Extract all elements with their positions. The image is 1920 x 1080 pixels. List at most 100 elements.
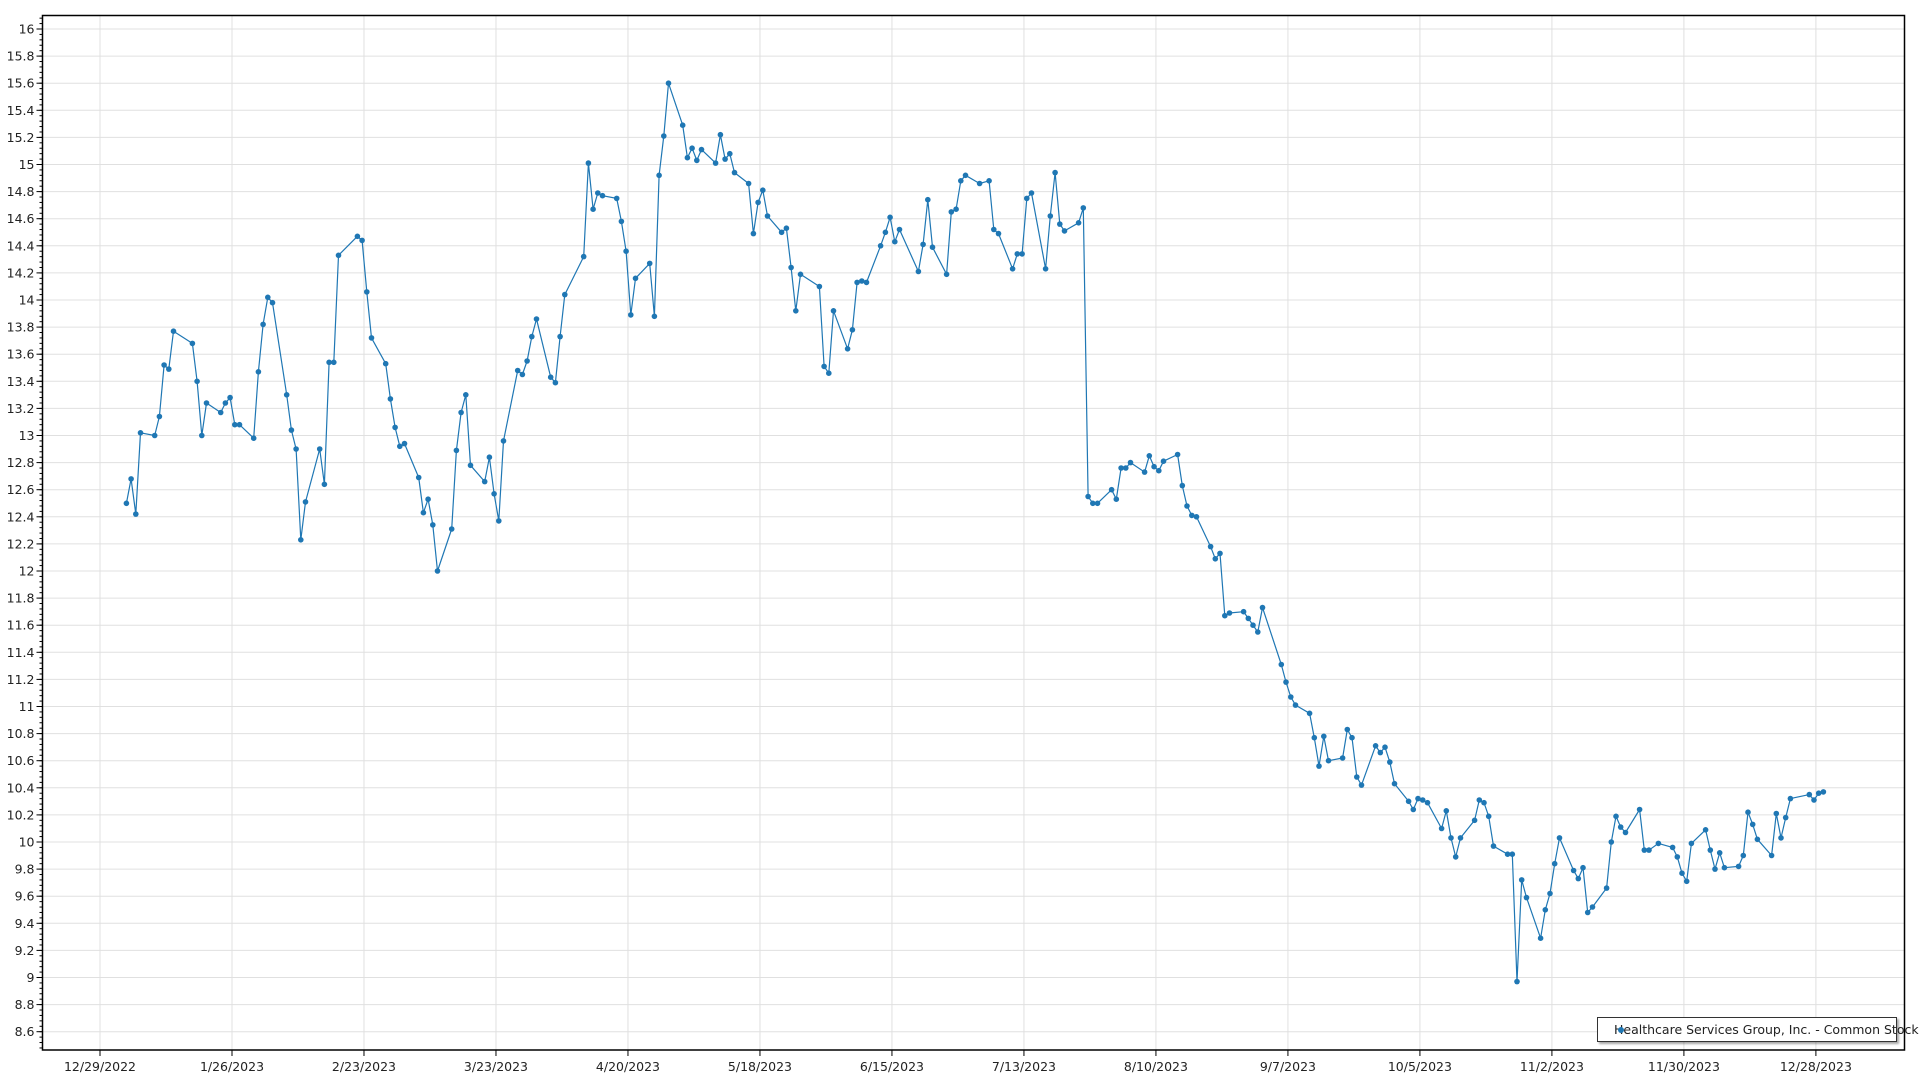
- data-point: [632, 275, 639, 282]
- y-tick-label: 12.4: [7, 509, 35, 524]
- data-point: [1547, 890, 1553, 897]
- data-point: [430, 522, 436, 528]
- data-point: [1240, 608, 1247, 615]
- data-point: [1683, 878, 1690, 885]
- data-point: [1108, 486, 1115, 493]
- y-tick-label: 11.2: [7, 672, 35, 687]
- y-tick-label: 8.8: [15, 997, 35, 1012]
- y-tick-label: 12: [19, 564, 35, 579]
- data-point: [1321, 733, 1327, 740]
- data-point: [1028, 190, 1035, 196]
- data-point: [797, 271, 804, 278]
- data-point: [392, 424, 398, 431]
- data-point: [1311, 734, 1318, 741]
- data-point: [1556, 835, 1563, 841]
- data-point: [128, 476, 134, 482]
- data-point: [1457, 835, 1464, 841]
- x-tick-label: 2/23/2023: [332, 1059, 396, 1074]
- data-point: [1570, 867, 1577, 874]
- data-point: [1207, 543, 1214, 550]
- data-point: [161, 362, 167, 368]
- data-point: [1811, 797, 1817, 803]
- y-tick-label: 13: [19, 428, 35, 443]
- x-tick-label: 12/29/2022: [64, 1059, 136, 1074]
- data-point: [821, 363, 827, 370]
- data-point: [1160, 458, 1167, 465]
- data-point: [1702, 827, 1709, 833]
- data-point: [651, 313, 658, 320]
- data-point: [458, 409, 464, 416]
- data-point: [1349, 734, 1355, 741]
- data-point: [915, 268, 922, 275]
- data-point: [500, 438, 507, 444]
- data-point: [1584, 909, 1591, 916]
- data-point: [1481, 799, 1487, 806]
- data-point: [420, 509, 427, 516]
- data-point: [1669, 844, 1676, 851]
- data-point: [731, 169, 738, 176]
- data-point: [694, 157, 700, 164]
- y-tick-label: 10.2: [7, 807, 35, 822]
- data-point: [1052, 169, 1058, 176]
- data-point: [364, 289, 370, 295]
- data-point: [1024, 195, 1030, 202]
- data-point: [156, 413, 163, 420]
- data-point: [189, 340, 196, 347]
- y-tick-label: 12.2: [7, 536, 35, 551]
- data-point: [793, 308, 799, 314]
- data-point: [1641, 847, 1648, 853]
- x-tick-label: 7/13/2023: [992, 1059, 1056, 1074]
- data-point: [1707, 847, 1714, 853]
- y-tick-label: 10.4: [7, 780, 35, 795]
- data-point: [1316, 763, 1322, 769]
- data-point: [1146, 453, 1153, 459]
- data-point: [760, 187, 766, 193]
- y-tick-label: 14.8: [7, 184, 35, 199]
- data-point: [1575, 875, 1582, 882]
- data-point: [354, 233, 361, 240]
- data-point: [1061, 228, 1068, 234]
- data-point: [232, 421, 238, 428]
- data-point: [1306, 710, 1313, 717]
- y-tick-label: 13.6: [7, 347, 35, 362]
- data-point: [1580, 864, 1586, 871]
- data-point: [1716, 850, 1723, 856]
- data-point: [491, 491, 497, 497]
- data-point: [991, 226, 997, 233]
- data-point: [326, 359, 332, 366]
- data-point: [265, 294, 271, 301]
- data-point: [1118, 465, 1124, 471]
- y-tick-label: 12.6: [7, 482, 35, 497]
- data-point: [1773, 810, 1780, 817]
- data-point: [1292, 702, 1299, 708]
- data-point: [1740, 852, 1747, 859]
- data-point: [1419, 797, 1426, 803]
- data-point: [1749, 821, 1756, 828]
- data-point: [1820, 789, 1827, 795]
- data-point: [976, 180, 983, 187]
- data-point: [448, 526, 455, 532]
- data-point: [778, 229, 785, 236]
- data-point: [151, 432, 158, 439]
- y-tick-label: 9: [27, 970, 35, 985]
- data-point: [1344, 726, 1351, 733]
- data-point: [943, 271, 950, 278]
- data-point: [712, 160, 719, 166]
- data-point: [1622, 829, 1629, 836]
- data-point: [269, 299, 276, 306]
- data-point: [962, 172, 969, 179]
- data-point: [1485, 813, 1492, 820]
- data-point: [166, 366, 172, 372]
- data-point: [1679, 870, 1685, 876]
- y-tick-label: 15.8: [7, 49, 35, 64]
- data-point: [745, 180, 752, 187]
- data-point: [1438, 825, 1445, 832]
- data-point: [1151, 463, 1157, 470]
- y-tick-label: 14.6: [7, 211, 35, 226]
- data-point: [1288, 694, 1294, 700]
- data-point: [717, 131, 724, 138]
- data-point: [123, 500, 130, 507]
- data-point: [1255, 629, 1261, 635]
- x-axis: 12/29/2022 1/26/2023 2/23/2023 3/23/2023 4/2…: [64, 1050, 1852, 1074]
- data-point: [929, 244, 936, 250]
